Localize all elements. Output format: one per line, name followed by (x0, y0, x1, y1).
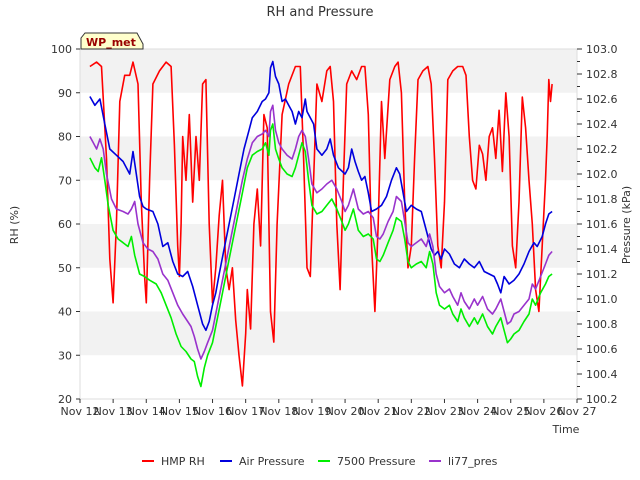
x-tick-label: Nov 20 (326, 405, 365, 418)
x-tick-label: Nov 13 (94, 405, 133, 418)
x-tick-label: Nov 15 (160, 405, 199, 418)
chart-title: RH and Pressure (266, 5, 373, 20)
plot-band (80, 92, 577, 137)
right-tick-label: 102.2 (586, 143, 618, 156)
x-tick-label: Nov 22 (392, 405, 431, 418)
plot-band (80, 311, 577, 356)
legend-label: li77_pres (448, 455, 498, 468)
legend-label: HMP RH (161, 455, 205, 468)
plot-band (80, 355, 577, 399)
right-tick-label: 101.8 (586, 193, 618, 206)
right-tick-label: 102.0 (586, 168, 618, 181)
x-tick-label: Nov 17 (226, 405, 265, 418)
left-axis-ticks: 20 30 40 50 60 70 80 90 100 (51, 43, 80, 406)
series-line-li77-pres (89, 104, 553, 360)
station-label-box: WP_met (80, 32, 144, 50)
series-line-hmp-rh (89, 61, 553, 387)
series-line-7500-pressure (89, 123, 553, 388)
x-tick-label: Nov 16 (193, 405, 232, 418)
left-tick-label: 90 (58, 87, 72, 100)
x-tick-label: Nov 19 (292, 405, 331, 418)
left-tick-label: 50 (58, 262, 72, 275)
legend: HMP RH Air Pressure 7500 Pressure li77_pres (142, 455, 498, 468)
left-tick-label: 70 (58, 174, 72, 187)
station-label-bg (80, 32, 144, 50)
right-tick-label: 100.2 (586, 393, 618, 406)
x-tick-label: Nov 24 (458, 405, 497, 418)
right-tick-label: 101.0 (586, 293, 618, 306)
x-tick-label: Nov 23 (425, 405, 464, 418)
right-tick-label: 100.8 (586, 318, 618, 331)
left-tick-label: 20 (58, 393, 72, 406)
plot-band (80, 224, 577, 268)
series-lines (89, 60, 553, 388)
left-tick-label: 60 (58, 218, 72, 231)
y-axis-left-label: RH (%) (8, 206, 21, 244)
right-tick-label: 101.6 (586, 218, 618, 231)
legend-label: Air Pressure (239, 455, 305, 468)
right-tick-label: 101.4 (586, 243, 618, 256)
right-tick-label: 100.6 (586, 343, 618, 356)
right-axis-ticks: 100.2 100.4 100.6 100.8 101.0 101.2 101.4 101.6… (577, 43, 618, 406)
right-tick-label: 102.8 (586, 68, 618, 81)
left-tick-label: 100 (51, 43, 72, 56)
right-tick-label: 103.0 (586, 43, 618, 56)
x-tick-label: Nov 14 (127, 405, 166, 418)
station-label: WP_met (86, 36, 136, 49)
x-tick-label: Nov 27 (558, 405, 597, 418)
right-tick-label: 101.2 (586, 268, 618, 281)
x-tick-label: Nov 18 (259, 405, 298, 418)
x-tick-label: Nov 12 (61, 405, 100, 418)
legend-label: 7500 Pressure (337, 455, 416, 468)
plot-bands (80, 49, 577, 399)
x-tick-label: Nov 26 (524, 405, 563, 418)
x-tick-label: Nov 25 (491, 405, 530, 418)
x-axis-label: Time (552, 423, 580, 436)
left-tick-label: 30 (58, 349, 72, 362)
plot-band (80, 49, 577, 93)
series-line-air-pressure (89, 60, 553, 332)
y-axis-right-label: Pressure (kPa) (620, 186, 633, 264)
x-tick-label: Nov 21 (359, 405, 398, 418)
left-tick-label: 80 (58, 131, 72, 144)
right-tick-label: 102.4 (586, 118, 618, 131)
right-tick-label: 102.6 (586, 93, 618, 106)
right-tick-label: 100.4 (586, 368, 618, 381)
left-tick-label: 40 (58, 306, 72, 319)
